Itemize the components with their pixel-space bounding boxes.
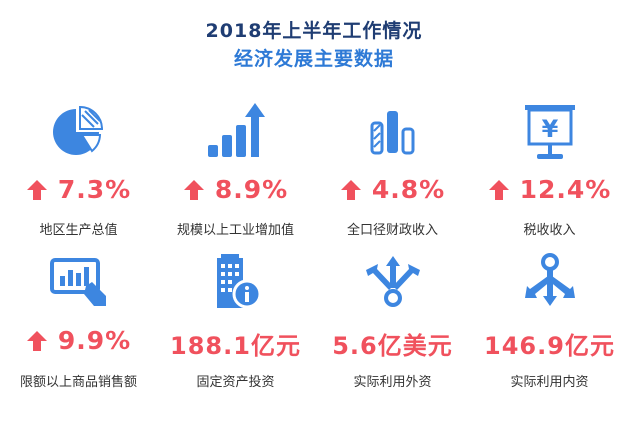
value-row: 146.9亿元 <box>471 326 628 361</box>
arrow-up-icon <box>26 179 47 200</box>
indicator-foreign-capital: 5.6亿美元 实际利用外资 <box>314 250 471 400</box>
indicator-retail: 9.9% 限额以上商品销售额 <box>0 250 157 400</box>
indicator-label: 固定资产投资 <box>196 375 275 390</box>
indicator-value: 12.4% <box>519 175 612 204</box>
yen-presentation-icon: ¥ <box>524 105 575 159</box>
indicator-value: 7.3% <box>57 175 132 204</box>
svg-text:¥: ¥ <box>541 115 558 143</box>
indicator-fixed-assets: 188.1亿元 固定资产投资 <box>157 250 314 400</box>
arrow-up-icon <box>340 179 361 200</box>
indicator-label: 规模以上工业增加值 <box>176 223 294 238</box>
value-row: 7.3% <box>0 175 157 204</box>
value-row: 8.9% <box>157 175 314 204</box>
growth-bars-arrow-icon <box>207 103 265 157</box>
indicator-industry: 8.9% 规模以上工业增加值 <box>157 95 314 245</box>
page-subtitle: 经济发展主要数据 <box>233 48 394 70</box>
indicator-label: 税收收入 <box>523 223 576 238</box>
indicator-gdp: 7.3% 地区生产总值 <box>0 95 157 245</box>
indicator-value: 146.9亿元 <box>484 332 615 360</box>
indicator-label: 全口径财政收入 <box>346 223 438 238</box>
indicator-value: 9.9% <box>57 326 132 355</box>
bar-chart-icon <box>370 111 414 155</box>
indicator-value: 8.9% <box>214 175 289 204</box>
value-row: 9.9% <box>0 326 157 355</box>
indicator-domestic-capital: 146.9亿元 实际利用内资 <box>471 250 628 400</box>
indicator-tax: ¥ 12.4% 税收收入 <box>471 95 628 245</box>
indicator-label: 实际利用内资 <box>510 375 589 390</box>
header: 2018年上半年工作情况 经济发展主要数据 <box>0 18 628 72</box>
arrow-up-icon <box>488 179 509 200</box>
pie-chart-icon <box>52 105 103 155</box>
page-title: 2018年上半年工作情况 <box>205 20 423 42</box>
indicator-value: 4.8% <box>371 175 446 204</box>
building-info-icon <box>216 254 261 309</box>
value-row: 188.1亿元 <box>157 326 314 361</box>
distribution-arrows-icon <box>524 253 575 306</box>
value-row: 4.8% <box>314 175 471 204</box>
tablet-chart-hand-icon <box>49 258 106 306</box>
value-row: 5.6亿美元 <box>314 326 471 361</box>
indicator-label: 地区生产总值 <box>39 223 118 238</box>
value-row: 12.4% <box>471 175 628 204</box>
arrow-up-icon <box>26 330 47 351</box>
arrow-up-icon <box>183 179 204 200</box>
indicator-label: 限额以上商品销售额 <box>19 375 137 390</box>
branching-arrows-icon <box>365 256 420 307</box>
indicator-label: 实际利用外资 <box>353 375 432 390</box>
indicator-value: 188.1亿元 <box>170 332 301 360</box>
indicator-fiscal: 4.8% 全口径财政收入 <box>314 95 471 245</box>
indicator-value: 5.6亿美元 <box>332 332 453 360</box>
